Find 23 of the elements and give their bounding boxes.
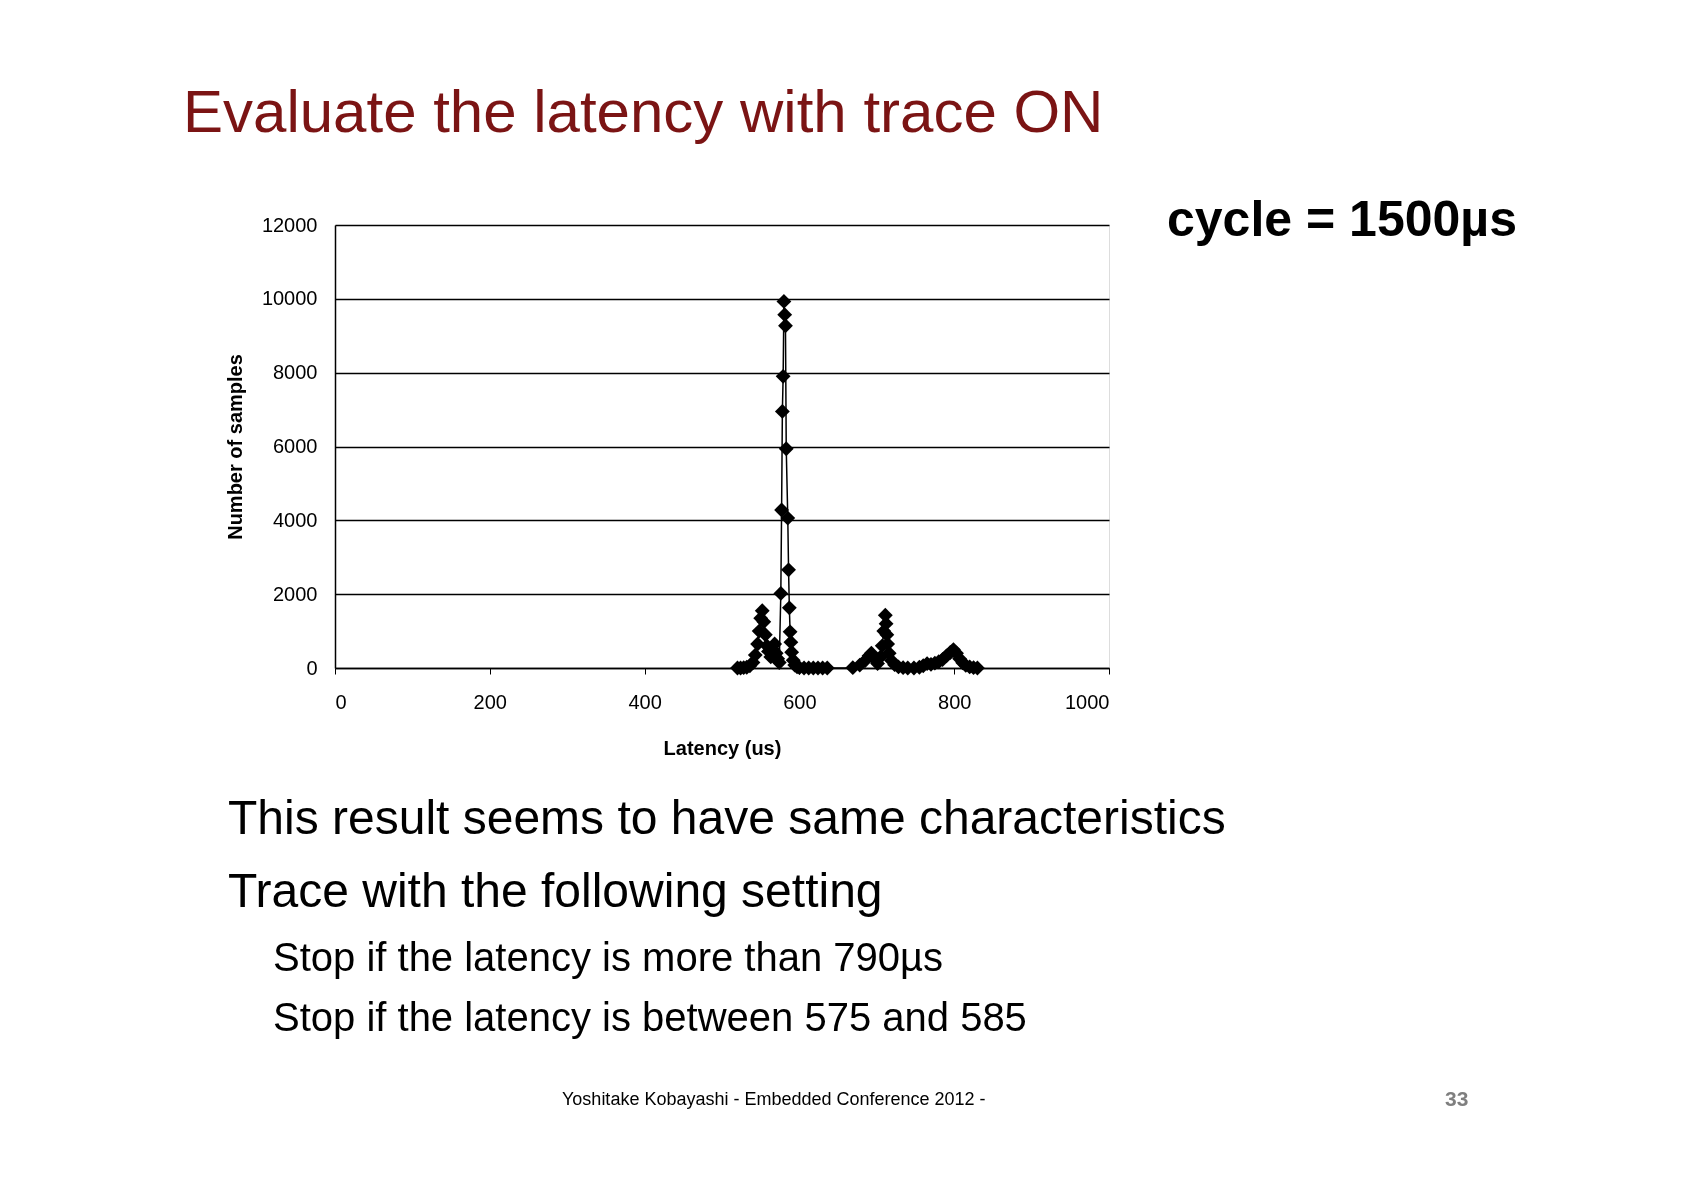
x-tick-label: 600 (783, 690, 817, 713)
chart-title: Evaluate the latency with trace ON (183, 78, 1104, 145)
y-tick-label: 4000 (273, 508, 318, 531)
x-tick-label: 0 (335, 690, 347, 713)
text: Yoshitake Kobayashi - Embedded Conference 2012 - (562, 1089, 986, 1109)
y-tick-label: 8000 (273, 361, 318, 384)
y-tick-label: 6000 (273, 435, 318, 457)
x-tick-label: 800 (938, 690, 972, 713)
y-tick-label: 10000 (261, 287, 318, 310)
y-tick-label: 2000 (273, 582, 318, 605)
text: cycle = 1500µs (1167, 191, 1517, 247)
text: Stop if the latency is more than 790µs (273, 935, 944, 979)
y-tick-label: 12000 (261, 213, 318, 236)
x-tick-label: 400 (628, 690, 662, 713)
y-tick-label: 0 (306, 656, 318, 679)
y-axis-title: Number of samples (223, 354, 246, 540)
text: Stop if the latency is between 575 and 585 (273, 995, 1027, 1039)
text: Trace with the following setting (228, 864, 883, 917)
text: 33 (1445, 1087, 1469, 1110)
x-tick-label: 200 (473, 690, 507, 713)
x-axis-title: Latency (us) (663, 736, 782, 759)
text: This result seems to have same characteristics (228, 791, 1226, 844)
x-tick-label: 1000 (1065, 690, 1110, 713)
